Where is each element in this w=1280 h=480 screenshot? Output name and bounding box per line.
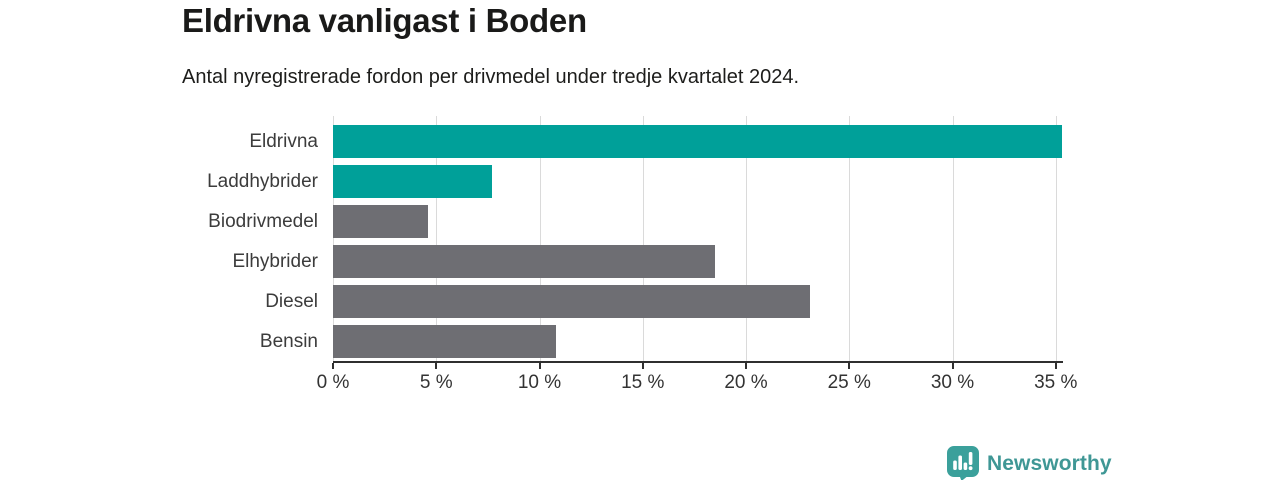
- x-axis-tick: [951, 363, 954, 369]
- category-label: Diesel: [265, 291, 318, 312]
- category-label: Eldrivna: [249, 131, 318, 152]
- x-axis-tick-label: 15 %: [621, 372, 665, 393]
- x-axis-tick: [745, 363, 747, 369]
- category-label: Laddhybrider: [207, 171, 318, 192]
- gridline: [952, 116, 954, 361]
- gridline: [1055, 116, 1057, 361]
- category-label: Bensin: [259, 331, 318, 352]
- x-axis-tick: [435, 363, 438, 369]
- newsworthy-brand-text: Newsworthy: [987, 451, 1112, 475]
- x-axis-tick-label: 35 %: [1034, 372, 1078, 393]
- bar-biodrivmedel: [333, 205, 428, 238]
- gridline: [642, 116, 644, 361]
- gridline: [849, 116, 851, 361]
- x-axis-tick: [848, 363, 851, 369]
- x-axis-tick: [1054, 363, 1057, 369]
- gridline: [436, 116, 438, 361]
- bar-eldrivna: [333, 125, 1062, 158]
- x-axis-tick-label: 0 %: [316, 372, 350, 393]
- x-axis-tick: [332, 363, 334, 369]
- x-axis-tick-label: 30 %: [930, 372, 975, 393]
- chart-subtitle: Antal nyregistrerade fordon per drivmede…: [182, 66, 800, 88]
- chart-title: Eldrivna vanligast i Boden: [182, 2, 587, 39]
- newsworthy-logo-icon: [947, 446, 979, 480]
- category-label: Elhybrider: [232, 251, 318, 272]
- x-axis-tick: [538, 363, 541, 369]
- x-axis-tick-label: 25 %: [827, 372, 871, 393]
- bar-diesel: [333, 285, 811, 318]
- gridline: [539, 116, 541, 361]
- bar-elhybrider: [333, 245, 716, 278]
- x-axis-tick: [641, 363, 644, 369]
- category-label: Biodrivmedel: [208, 211, 318, 232]
- gridline: [746, 116, 747, 361]
- x-axis-tick-label: 5 %: [419, 372, 453, 393]
- bar-bensin: [333, 325, 557, 358]
- x-axis-line: [333, 361, 1063, 363]
- bar-chart-plot-area: 0 % 5 % 10 % 15 % 20 % 25 % 30 % 35 %: [317, 116, 1077, 393]
- gridline: [333, 116, 334, 361]
- x-axis-tick-label: 10 %: [517, 372, 562, 393]
- x-axis-tick-label: 20 %: [724, 372, 768, 393]
- newsworthy-brand-link[interactable]: Newsworthy: [947, 446, 1112, 480]
- bar-laddhybrider: [333, 165, 492, 198]
